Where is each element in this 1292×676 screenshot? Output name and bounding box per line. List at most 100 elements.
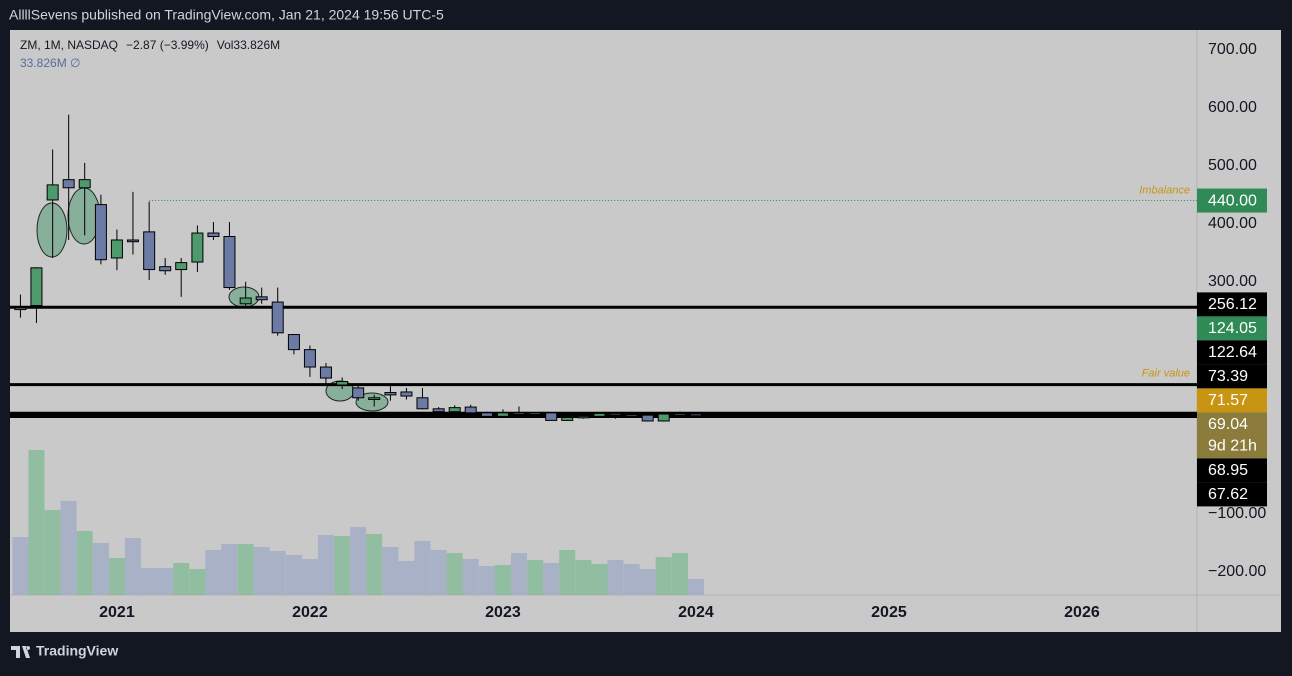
candle-body [561,416,574,421]
candle-body [94,204,107,261]
y-tick-label: 400.00 [1208,215,1257,232]
y-tick-label: −200.00 [1208,563,1266,580]
volume-bar [60,500,77,595]
legend-volume-row: 33.826M ∅ [20,56,81,70]
candle-body [303,349,316,368]
candle-body [30,267,43,307]
volume-bar [301,558,318,595]
candle-body [223,236,236,289]
volume-bar [269,551,286,595]
candle-body [110,239,123,259]
volume-bar [446,552,463,595]
volume-bar [92,543,109,595]
candle-body [673,413,686,417]
candle-body [384,392,397,396]
candle-body [545,412,558,421]
volume-bar [157,567,174,595]
volume-bar [462,558,479,595]
volume-bar [687,578,704,595]
candle-body [657,413,670,422]
price-countdown: 9d 21h [1208,438,1257,455]
volume-bar [478,566,495,595]
candle-body [271,301,284,334]
volume-bar [44,509,61,595]
x-tick-label: 2024 [678,604,714,621]
candle-body [529,412,542,415]
price-label: 73.39 [1208,368,1248,385]
level-annotation: Imbalance [1139,184,1190,196]
candle-body [641,414,654,422]
logo [11,646,31,658]
volume-bar [28,450,45,595]
candle-body [207,232,220,238]
candle-body [336,381,349,386]
volume-bar [414,540,431,595]
price-label-box [1197,364,1267,389]
price-label: 67.62 [1208,486,1248,503]
volume-bar [189,568,206,595]
volume-bar [141,567,158,595]
volume-bar [559,550,576,595]
volume-bar [124,537,141,595]
x-tick-label: 2023 [485,604,521,621]
candle-body [689,413,702,417]
volume-bar [382,546,399,595]
price-label: 256.12 [1208,296,1257,313]
price-label-box [1197,458,1267,483]
candle-body [239,297,252,305]
candle-body [577,415,590,419]
candle-body [255,296,268,301]
candle-body [512,412,525,415]
volume-bar [575,559,592,595]
price-label: 122.64 [1208,344,1257,361]
volume-bar [285,554,302,595]
volume-bar [655,557,672,595]
volume-bar [366,533,383,595]
ellipse [36,202,68,258]
volume-bar [108,558,125,595]
volume-bar [334,536,351,595]
candle-body [78,179,91,189]
price-label: 71.57 [1208,392,1248,409]
candle-body [496,412,509,417]
volume-bar [607,559,624,595]
y-tick-label: 700.00 [1208,41,1257,58]
price-label-box [1197,188,1267,213]
price-label-box [1197,388,1267,413]
volume-bar [237,544,254,595]
volume-bar [494,565,511,595]
price-label: 124.05 [1208,320,1257,337]
volume-bar [591,564,608,595]
volume-bar [76,530,93,595]
volume-bar [671,552,688,595]
price-label-box [1197,292,1267,317]
price-label: 69.04 [1208,416,1248,433]
candle-body [175,262,188,271]
candle-body [126,239,139,243]
footer: TradingView [11,643,118,659]
volume-layer [12,450,704,595]
candle-body [191,232,204,263]
volume-bar [12,537,29,595]
price-label: 68.95 [1208,462,1248,479]
candle-body [319,366,332,379]
x-tick-label: 2026 [1064,604,1100,621]
volume-bar [639,568,656,595]
candle-body [287,334,300,351]
chart-area [10,30,1281,632]
candle-body [159,266,172,272]
x-tick-label: 2021 [99,604,135,621]
volume-bar [221,544,238,595]
price-label: 440.00 [1208,192,1257,209]
legend-symbol: ZM, 1M, NASDAQ [20,38,118,52]
volume-bar [623,564,640,595]
y-tick-label: 600.00 [1208,99,1257,116]
candle-body [400,391,413,397]
candle-body [625,414,638,417]
y-tick-label: −100.00 [1208,505,1266,522]
candle-body [609,412,622,416]
plot: 700.00 600.00 500.00 400.00 300.00 −100.00 −20… [10,41,1267,621]
volume-bar [398,560,415,595]
price-label-box [1197,316,1267,341]
